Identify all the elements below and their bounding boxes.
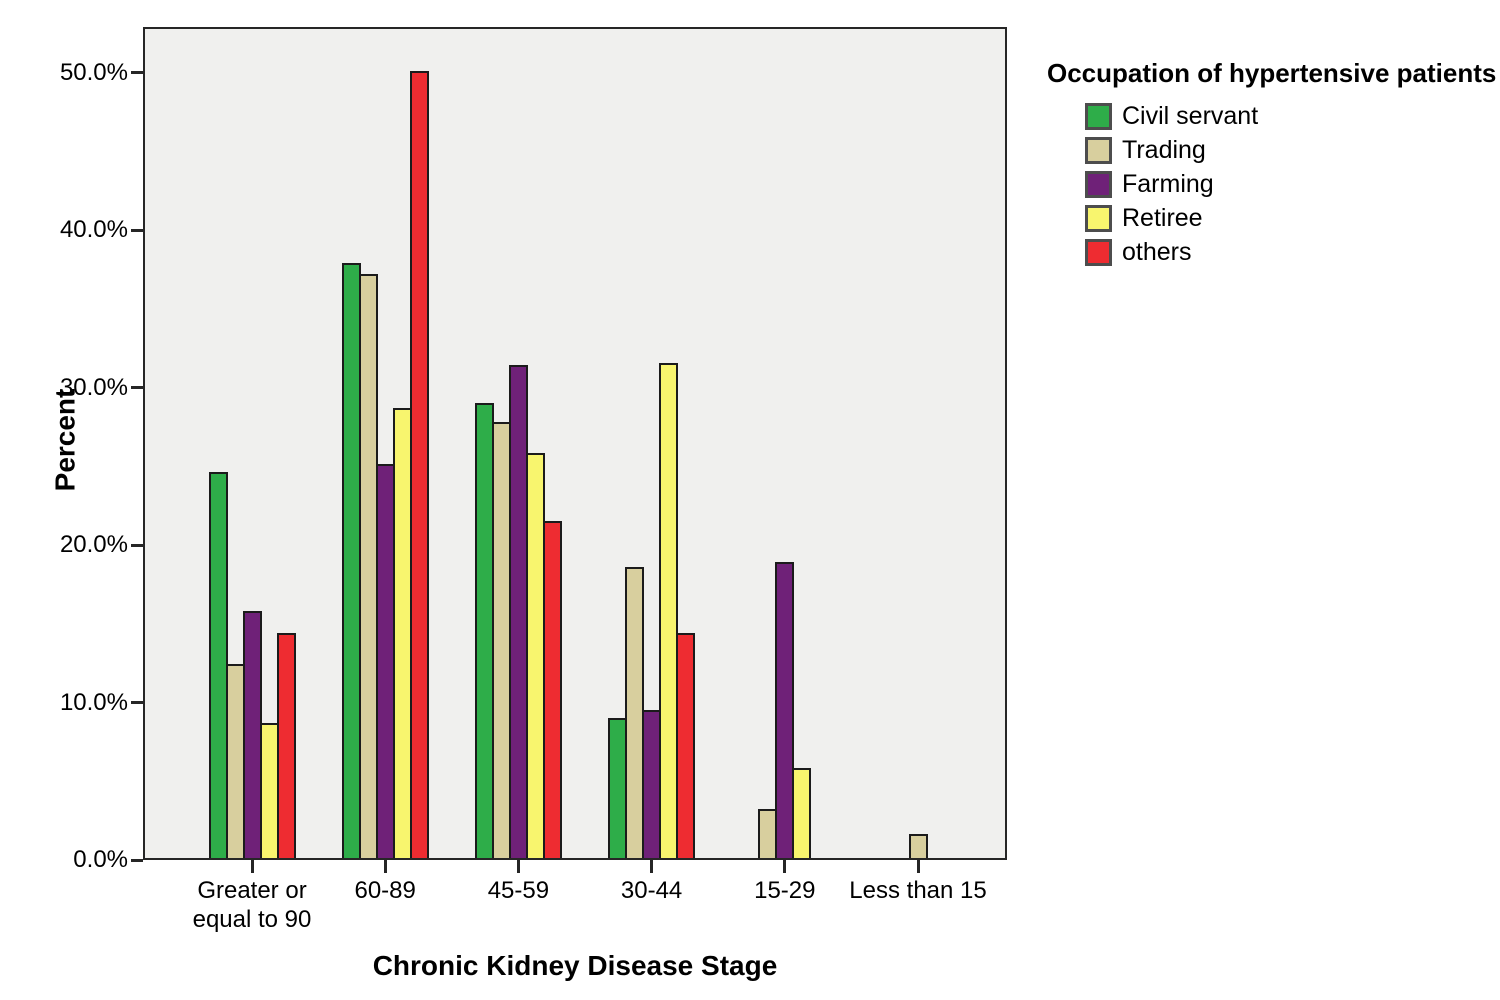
legend-label-farming: Farming <box>1122 170 1214 198</box>
legend-label-others: others <box>1122 238 1192 266</box>
bar-others-30-44 <box>676 632 696 858</box>
bar-cluster-60-89 <box>338 70 433 858</box>
legend-swatch-others <box>1085 239 1112 266</box>
x-axis-title: Chronic Kidney Disease Stage <box>372 950 778 981</box>
y-tick-mark <box>131 543 143 547</box>
y-axis-title: Percent <box>49 388 81 492</box>
x-tick-mark <box>516 860 520 873</box>
bar-cluster-30-44 <box>604 363 699 858</box>
legend-item-retiree: Retiree <box>1085 205 1487 232</box>
x-tick-mark <box>250 860 254 873</box>
y-tick-label: 40.0% <box>59 216 128 243</box>
y-tick-label: 50.0% <box>59 58 128 86</box>
bar-cluster-greater-or-equal-to-90 <box>205 472 300 858</box>
bar-others-45-59 <box>542 520 562 858</box>
x-tick-label-45-59: 45-59 <box>487 877 550 904</box>
legend: Occupation of hypertensive patients Civi… <box>1047 58 1497 273</box>
legend-label-retiree: Retiree <box>1122 204 1203 232</box>
x-tick-mark <box>916 860 920 873</box>
x-tick-label-greater-or-equal-to-90: Greater or equal to 90 <box>192 877 312 933</box>
legend-swatch-retiree <box>1085 205 1112 232</box>
legend-items: Civil servant Trading Farming Retiree others <box>1047 103 1487 266</box>
legend-item-others: others <box>1085 239 1487 266</box>
bar-cluster-less-than-15 <box>871 834 966 858</box>
legend-label-civil-servant: Civil servant <box>1122 102 1259 130</box>
legend-item-trading: Trading <box>1085 137 1487 164</box>
x-tick-label-less-than-15: Less than 15 <box>849 877 987 904</box>
y-tick-mark <box>131 71 143 74</box>
bar-retiree-15-29 <box>792 768 812 858</box>
y-tick-label: 10.0% <box>59 688 128 716</box>
y-tick-mark <box>131 228 143 232</box>
bar-cluster-45-59 <box>471 365 566 858</box>
y-tick-label: 20.0% <box>59 531 128 558</box>
x-tick-label-60-89: 60-89 <box>354 877 416 904</box>
legend-swatch-civil-servant <box>1085 103 1112 130</box>
legend-item-farming: Farming <box>1085 171 1487 198</box>
bar-farming-15-29 <box>775 561 795 858</box>
x-tick-label-30-44: 30-44 <box>620 877 683 904</box>
legend-swatch-farming <box>1085 171 1112 198</box>
y-tick-mark <box>131 701 143 704</box>
bar-retiree-30-44 <box>659 363 679 858</box>
x-tick-mark <box>383 860 387 873</box>
legend-label-trading: Trading <box>1122 136 1206 164</box>
bar-others-60-89 <box>409 70 429 858</box>
plot-area <box>143 27 1007 860</box>
y-tick-label: 30.0% <box>59 373 128 401</box>
x-tick-mark <box>650 860 654 873</box>
legend-item-civil-servant: Civil servant <box>1085 103 1487 130</box>
bar-trading-less-than-15 <box>908 834 928 858</box>
legend-title: Occupation of hypertensive patients <box>1047 58 1497 88</box>
x-tick-mark <box>783 860 787 873</box>
y-tick-mark <box>131 386 143 389</box>
x-tick-label-15-29: 15-29 <box>754 877 816 904</box>
legend-swatch-trading <box>1085 137 1112 164</box>
y-tick-label: 0.0% <box>73 846 128 873</box>
y-tick-mark <box>131 858 143 862</box>
bar-others-greater-or-equal-to-90 <box>276 632 296 858</box>
bar-cluster-15-29 <box>737 561 832 858</box>
